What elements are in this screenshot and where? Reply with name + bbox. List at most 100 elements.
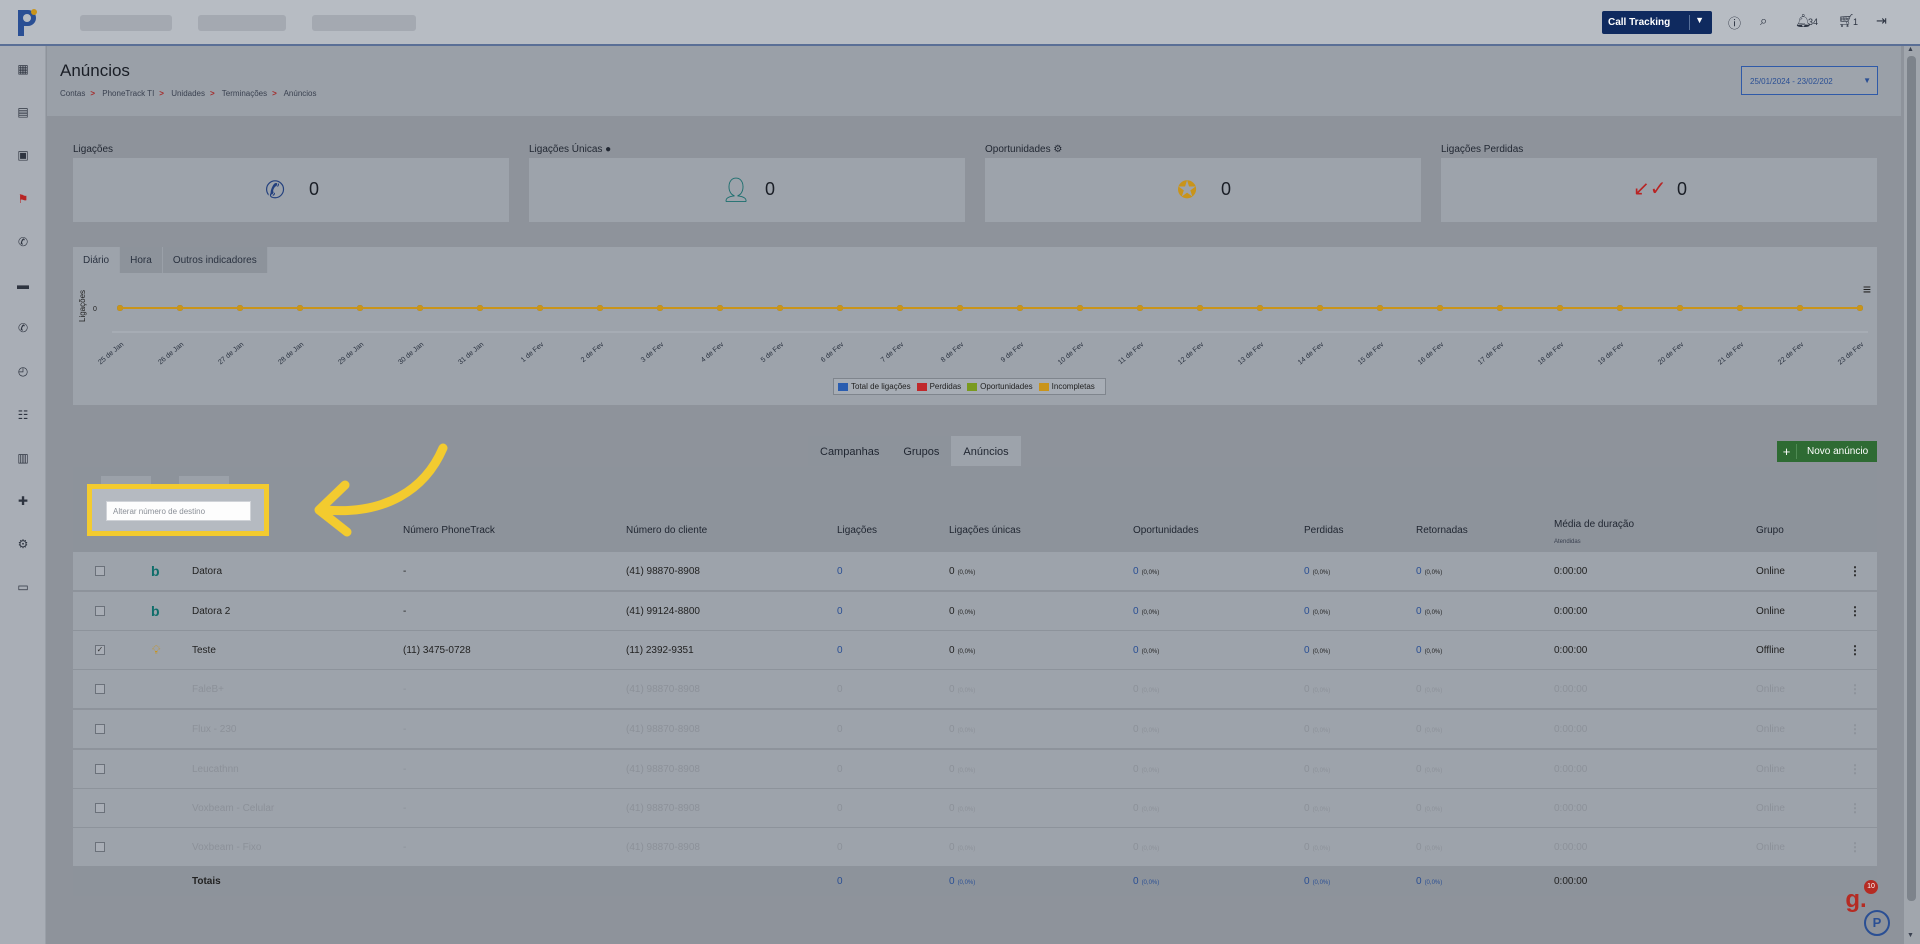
- legend-item[interactable]: Incompletas: [1038, 382, 1095, 391]
- cart-icon[interactable]: 🛒︎: [1838, 13, 1855, 28]
- calls-value[interactable]: 0: [837, 606, 843, 617]
- phone-forward-icon[interactable]: ✆: [17, 321, 29, 335]
- chart-menu-icon[interactable]: ≡: [1862, 281, 1871, 297]
- breadcrumb-item[interactable]: Terminações: [221, 89, 268, 98]
- opportunities-value[interactable]: 0: [1133, 803, 1139, 814]
- change-destination-input[interactable]: Alterar número de destino: [106, 501, 251, 521]
- row-checkbox[interactable]: [95, 684, 105, 694]
- ad-name[interactable]: Voxbeam - Fixo: [192, 842, 262, 853]
- calls-value[interactable]: 0: [837, 724, 843, 735]
- column-header-client[interactable]: Número do cliente: [626, 525, 708, 536]
- opportunities-value[interactable]: 0: [1133, 606, 1139, 617]
- row-checkbox[interactable]: ✓: [95, 645, 105, 655]
- row-menu-icon[interactable]: ⋮: [1849, 722, 1861, 736]
- column-header-phonetrack[interactable]: Número PhoneTrack: [403, 525, 495, 536]
- returned-calls-value[interactable]: 0: [1416, 645, 1422, 656]
- column-header-calls[interactable]: Ligações: [837, 525, 878, 536]
- lost-calls-value[interactable]: 0: [1304, 606, 1310, 617]
- calls-value[interactable]: 0: [837, 684, 843, 695]
- opportunities-value[interactable]: 0: [1133, 566, 1139, 577]
- bell-icon[interactable]: 🔔︎: [1795, 13, 1812, 28]
- dashboard-icon[interactable]: ▦: [17, 62, 29, 76]
- column-header-avg-duration[interactable]: Média de duração: [1554, 519, 1635, 530]
- table-row[interactable]: b Datora 2- (41) 99124-8800 0 0 (0,0%) 0 (0,0%)…: [73, 592, 1877, 631]
- ad-name[interactable]: Leucathnn: [192, 764, 239, 775]
- calls-value[interactable]: 0: [837, 566, 843, 577]
- legend-item[interactable]: Oportunidades: [967, 382, 1033, 391]
- lost-calls-value[interactable]: 0: [1304, 724, 1310, 735]
- column-header-lost[interactable]: Perdidas: [1304, 525, 1344, 536]
- blurred-menu-item[interactable]: [80, 15, 172, 31]
- lost-calls-value[interactable]: 0: [1304, 645, 1310, 656]
- breadcrumb-item[interactable]: Contas: [60, 89, 86, 98]
- column-header-group[interactable]: Grupo: [1756, 525, 1784, 536]
- opportunities-value[interactable]: 0: [1133, 724, 1139, 735]
- building-icon[interactable]: ▤: [17, 105, 29, 119]
- ad-name[interactable]: Flux - 230: [192, 724, 237, 735]
- row-checkbox[interactable]: [95, 724, 105, 734]
- puzzle-icon[interactable]: ✚: [17, 494, 29, 508]
- returned-calls-value[interactable]: 0: [1416, 842, 1422, 853]
- lost-calls-value[interactable]: 0: [1304, 842, 1310, 853]
- returned-calls-value[interactable]: 0: [1416, 764, 1422, 775]
- returned-calls-value[interactable]: 0: [1416, 566, 1422, 577]
- legend-item[interactable]: Perdidas: [916, 382, 961, 391]
- g-widget-icon[interactable]: g.: [1845, 886, 1867, 913]
- breadcrumb-item[interactable]: PhoneTrack TI: [102, 89, 155, 98]
- returned-calls-value[interactable]: 0: [1416, 684, 1422, 695]
- calls-value[interactable]: 0: [837, 764, 843, 775]
- table-row[interactable]: FaleB+ - (41) 98870-8908 0 0 (0,0%) 0 (0,0%) 0 (0…: [73, 670, 1877, 709]
- table-row[interactable]: Voxbeam - Fixo - (41) 98870-8908 0 0 (0,0%) 0(…: [73, 828, 1877, 867]
- ad-name[interactable]: FaleB+: [192, 684, 224, 695]
- gear-icon[interactable]: ⚙: [17, 537, 29, 551]
- row-menu-icon[interactable]: ⋮: [1849, 604, 1861, 618]
- app-logo[interactable]: [12, 6, 40, 38]
- opportunities-value[interactable]: 0: [1133, 645, 1139, 656]
- calls-value[interactable]: 0: [837, 645, 843, 656]
- flag-icon[interactable]: ⚑: [17, 192, 29, 206]
- date-range-picker[interactable]: 25/01/2024 - 23/02/202 ▼: [1741, 66, 1878, 95]
- row-checkbox[interactable]: [95, 842, 105, 852]
- column-header-returned[interactable]: Retornadas: [1416, 525, 1468, 536]
- lost-calls-value[interactable]: 0: [1304, 803, 1310, 814]
- chat-icon[interactable]: P: [1864, 910, 1890, 936]
- library-icon[interactable]: ▥: [17, 451, 29, 465]
- contact-card-icon[interactable]: ▬: [17, 278, 29, 292]
- tab-ads[interactable]: Anúncios: [951, 436, 1021, 466]
- returned-calls-value[interactable]: 0: [1416, 606, 1422, 617]
- history-icon[interactable]: ◴: [17, 364, 29, 378]
- blurred-menu-item[interactable]: [312, 15, 416, 31]
- row-checkbox[interactable]: [95, 606, 105, 616]
- table-row[interactable]: ✓ 💡︎ Teste (11) 3475-0728 (11) 2392-9351 0 0 (0…: [73, 631, 1877, 670]
- ad-name[interactable]: Datora 2: [192, 606, 231, 617]
- product-select-button[interactable]: Call Tracking ▼: [1602, 11, 1712, 34]
- scrollbar[interactable]: ▲ ▼: [1904, 46, 1920, 944]
- column-header-opportunities[interactable]: Oportunidades: [1133, 525, 1199, 536]
- row-menu-icon[interactable]: ⋮: [1849, 643, 1861, 657]
- opportunities-value[interactable]: 0: [1133, 684, 1139, 695]
- row-menu-icon[interactable]: ⋮: [1849, 564, 1861, 578]
- table-row[interactable]: Leucathnn - (41) 98870-8908 0 0 (0,0%) 0 (0,0%)…: [73, 750, 1877, 789]
- lost-calls-value[interactable]: 0: [1304, 566, 1310, 577]
- calls-value[interactable]: 0: [837, 803, 843, 814]
- tab-daily[interactable]: Diário: [73, 247, 121, 273]
- table-row[interactable]: b Datora - (41) 98870-8908 0 0 (0,0%) 0 (0,0%) 0(…: [73, 552, 1877, 591]
- lost-calls-value[interactable]: 0: [1304, 764, 1310, 775]
- legend-item[interactable]: Total de ligações: [838, 382, 911, 391]
- ad-name[interactable]: Datora: [192, 566, 223, 577]
- row-menu-icon[interactable]: ⋮: [1849, 801, 1861, 815]
- briefcase-icon[interactable]: ▣: [17, 148, 29, 162]
- new-ad-button[interactable]: + Novo anúncio: [1777, 441, 1877, 462]
- logout-icon[interactable]: ⇥: [1876, 13, 1887, 28]
- row-menu-icon[interactable]: ⋮: [1849, 762, 1861, 776]
- opportunities-value[interactable]: 0: [1133, 842, 1139, 853]
- table-row[interactable]: Flux - 230- (41) 98870-8908 0 0 (0,0%) 0 (0,0%…: [73, 710, 1877, 749]
- ad-name[interactable]: Voxbeam - Celular: [192, 803, 275, 814]
- row-checkbox[interactable]: [95, 764, 105, 774]
- question-icon[interactable]: ●: [605, 144, 612, 155]
- tab-hour[interactable]: Hora: [120, 247, 163, 273]
- ad-name[interactable]: Teste: [192, 645, 216, 656]
- tab-other-indicators[interactable]: Outros indicadores: [162, 247, 268, 273]
- calls-value[interactable]: 0: [837, 842, 843, 853]
- lost-calls-value[interactable]: 0: [1304, 684, 1310, 695]
